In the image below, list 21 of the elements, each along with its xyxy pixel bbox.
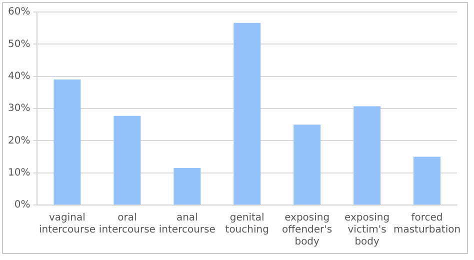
y-tick-label: 50% [8, 38, 30, 50]
x-tick-label: vaginal intercourse [38, 212, 96, 236]
y-tick-label: 40% [8, 70, 30, 82]
x-tick-label: genital touching [225, 212, 269, 236]
x-tick-label: oral intercourse [98, 212, 156, 236]
bar [174, 168, 201, 204]
bar [54, 80, 81, 204]
y-tick-label: 10% [8, 167, 30, 178]
bar [414, 156, 441, 204]
y-tick-label: 0% [14, 200, 30, 211]
x-tick-label: exposing offender's body [282, 212, 332, 248]
bar [114, 116, 141, 204]
y-tick-label: 30% [8, 103, 30, 114]
x-tick-label: forced masturbation [393, 212, 461, 236]
bar [354, 106, 381, 204]
y-tick-label: 20% [8, 135, 30, 146]
y-tick-label: 60% [8, 6, 30, 18]
x-tick-label: anal intercourse [158, 212, 216, 236]
bar [294, 124, 321, 204]
bar [234, 22, 261, 204]
x-tick-label: exposing victim's body [344, 212, 390, 248]
